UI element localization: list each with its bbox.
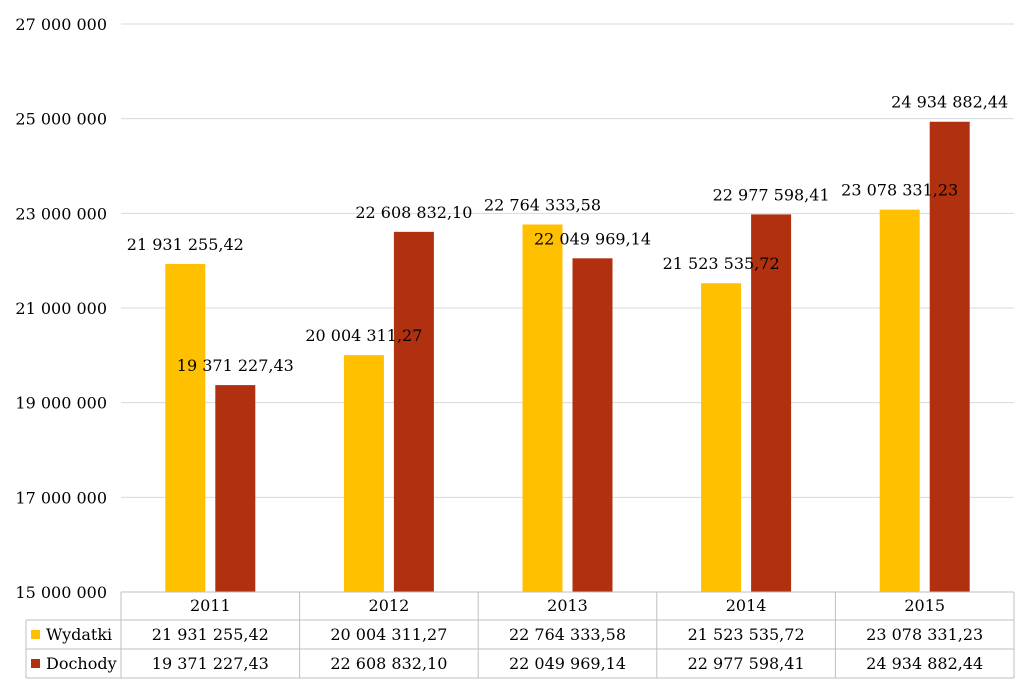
y-tick-label: 25 000 000	[15, 110, 107, 129]
table-cell-value: 21 523 535,72	[688, 625, 805, 644]
table-cell-value: 22 977 598,41	[688, 654, 805, 673]
bar-dochody-2011	[215, 385, 256, 592]
y-tick-label: 17 000 000	[15, 488, 107, 507]
bar-dochody-2013	[572, 258, 613, 592]
data-label: 22 049 969,14	[534, 229, 651, 248]
data-label: 22 608 832,10	[355, 203, 472, 222]
x-tick-label: 2012	[369, 596, 410, 615]
legend-label: Wydatki	[46, 625, 112, 644]
table-cell-value: 20 004 311,27	[330, 625, 447, 644]
x-tick-label: 2013	[547, 596, 588, 615]
bar-wydatki-2013	[522, 224, 563, 592]
data-label: 19 371 227,43	[177, 356, 294, 375]
bar-wydatki-2011	[165, 263, 206, 592]
data-label: 20 004 311,27	[305, 326, 422, 345]
table-cell-value: 19 371 227,43	[152, 654, 269, 673]
bar-dochody-2015	[929, 121, 970, 592]
table-cell-value: 22 049 969,14	[509, 654, 626, 673]
x-tick-label: 2014	[726, 596, 767, 615]
bar-wydatki-2015	[879, 209, 920, 592]
legend-swatch-dochody	[31, 659, 40, 668]
data-label: 21 931 255,42	[127, 235, 244, 254]
table-cell-value: 24 934 882,44	[866, 654, 983, 673]
data-label: 22 977 598,41	[713, 185, 830, 204]
data-label: 24 934 882,44	[891, 93, 1008, 112]
bar-wydatki-2014	[701, 283, 742, 592]
data-label: 22 764 333,58	[484, 195, 601, 214]
bar-dochody-2012	[393, 231, 434, 592]
y-tick-label: 27 000 000	[15, 15, 107, 34]
bar-dochody-2014	[751, 214, 792, 592]
table-cell-value: 23 078 331,23	[866, 625, 983, 644]
bar-wydatki-2012	[343, 355, 384, 592]
legend-label: Dochody	[46, 654, 117, 673]
legend-swatch-wydatki	[31, 630, 40, 639]
table-cell-value: 21 931 255,42	[152, 625, 269, 644]
table-cell-value: 22 608 832,10	[330, 654, 447, 673]
data-label: 23 078 331,23	[841, 181, 958, 200]
y-tick-label: 19 000 000	[15, 394, 107, 413]
y-tick-label: 21 000 000	[15, 299, 107, 318]
table-cell-value: 22 764 333,58	[509, 625, 626, 644]
data-label: 21 523 535,72	[663, 254, 780, 273]
y-tick-label: 23 000 000	[15, 204, 107, 223]
x-tick-label: 2011	[190, 596, 231, 615]
y-tick-label: 15 000 000	[15, 583, 107, 602]
x-tick-label: 2015	[904, 596, 945, 615]
